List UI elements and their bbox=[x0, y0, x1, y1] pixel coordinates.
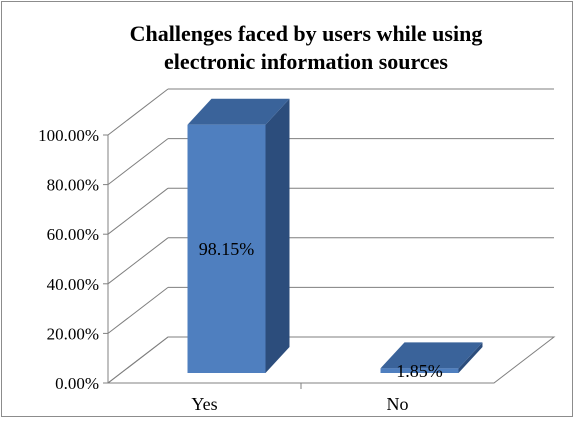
gridline-side bbox=[107, 138, 169, 185]
gridline-side bbox=[107, 187, 169, 235]
gridline-side bbox=[107, 336, 169, 384]
data-label: 1.85% bbox=[396, 361, 443, 381]
y-tick-label: 100.00% bbox=[38, 126, 99, 145]
bar-no bbox=[380, 342, 483, 373]
bar-top-face bbox=[187, 98, 290, 125]
gridlines bbox=[107, 88, 554, 384]
x-tick-label: Yes bbox=[191, 394, 217, 414]
gridline-side bbox=[107, 237, 169, 285]
gridline-side bbox=[107, 88, 169, 136]
y-tick-label: 60.00% bbox=[47, 225, 99, 244]
y-axis-tick-labels: 0.00% 20.00% 40.00% 60.00% 80.00% 100.00% bbox=[38, 126, 108, 393]
chart-floor bbox=[106, 336, 556, 384]
bar-front-face bbox=[380, 368, 459, 373]
gridline-side bbox=[107, 287, 169, 334]
bar-top-face bbox=[380, 342, 483, 369]
data-label: 98.15% bbox=[199, 239, 255, 259]
chart-title-line-1: Challenges faced by users while using bbox=[130, 21, 483, 46]
chart-title: Challenges faced by users while using el… bbox=[130, 21, 483, 74]
y-tick-label: 0.00% bbox=[55, 374, 99, 393]
y-tick-label: 20.00% bbox=[47, 324, 99, 343]
bar-front-face bbox=[187, 124, 266, 373]
bar-side-face bbox=[265, 98, 290, 373]
chart-title-line-2: electronic information sources bbox=[164, 49, 448, 74]
bars bbox=[187, 98, 483, 373]
x-axis-tick-labels: Yes No bbox=[191, 383, 409, 414]
bar-yes bbox=[187, 98, 290, 373]
x-tick-label: No bbox=[387, 394, 409, 414]
data-labels: 98.15% 1.85% bbox=[199, 239, 443, 381]
chart-svg: Challenges faced by users while using el… bbox=[38, 21, 556, 414]
y-tick-label: 80.00% bbox=[47, 176, 99, 195]
chart-walls bbox=[106, 135, 556, 384]
y-tick-label: 40.00% bbox=[47, 275, 99, 294]
bar-side-face bbox=[458, 342, 483, 373]
chart-frame: Challenges faced by users while using el… bbox=[1, 1, 573, 417]
